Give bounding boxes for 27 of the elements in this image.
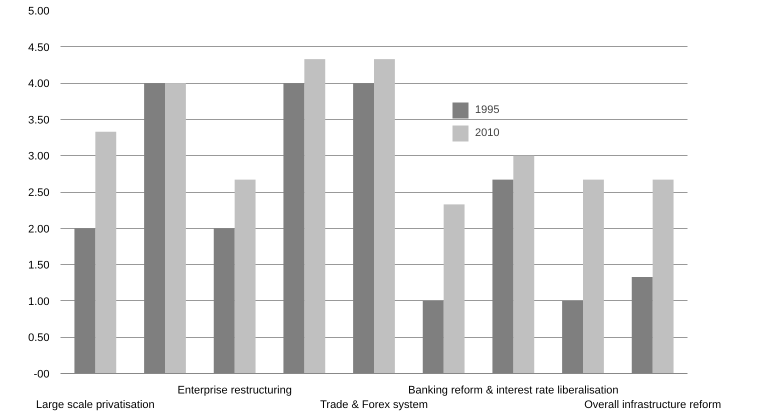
y-tick-label: 3.50 [28,114,50,126]
bar [374,59,395,374]
x-tick-label: Overall infrastructure reform [584,398,722,411]
x-tick-label: Trade & Forex system [320,398,428,411]
bar [95,132,116,374]
y-tick-label: 2.00 [28,223,50,236]
bar [165,83,186,374]
y-tick-label: 0.50 [28,332,50,344]
x-tick-label: Banking reform & interest rate liberalisation [408,384,618,396]
legend-label: 1995 [475,104,500,116]
y-tick-label: 4.50 [28,42,50,54]
bar [583,180,604,374]
legend-label: 2010 [475,127,500,139]
y-tick-label: 1.50 [28,260,50,272]
bar [652,180,674,374]
bar [234,180,256,374]
bar [304,59,326,374]
y-tick-label: 4.00 [28,78,50,90]
x-tick-label: Enterprise restructuring [178,384,292,396]
y-tick-label: 5.00 [28,6,50,18]
y-tick-label: -00 [34,368,50,380]
y-tick-label: 3.00 [28,150,50,163]
x-tick-label: Large scale privatisation [36,398,155,411]
bar [513,156,534,374]
bar [444,204,465,374]
y-tick-label: 2.50 [28,187,50,199]
y-tick-label: 1.00 [28,296,50,308]
